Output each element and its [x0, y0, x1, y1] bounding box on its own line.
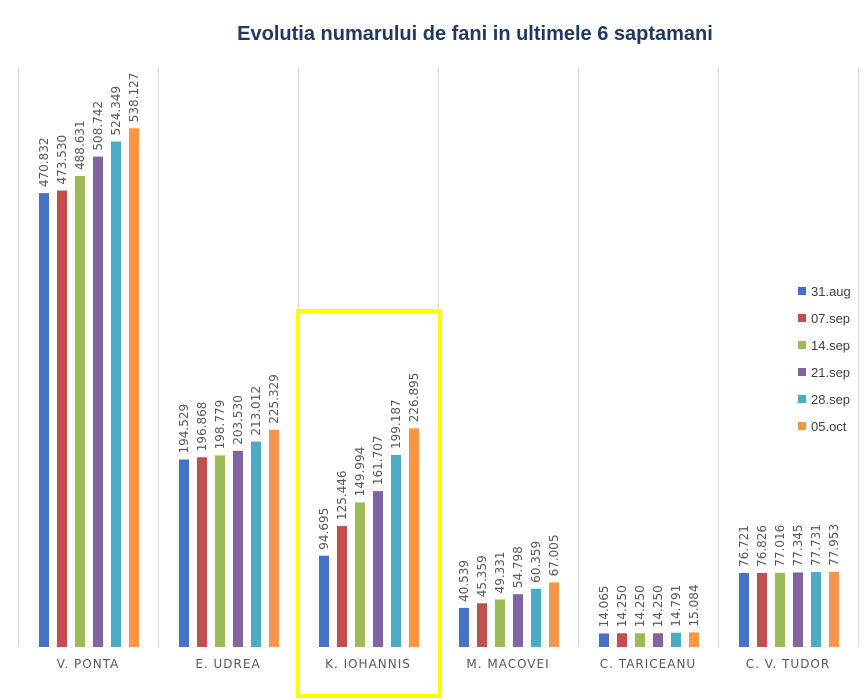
value-label-v-ponta-05-oct: 538.127 — [127, 73, 141, 123]
bar-e-udrea-21-sep — [233, 450, 243, 647]
bar-c-tariceanu-21-sep — [653, 633, 663, 647]
bar-c-v-tudor-28-sep — [811, 572, 821, 647]
value-label-c-tariceanu-05-oct: 15.084 — [687, 584, 701, 626]
bar-c-v-tudor-14-sep — [775, 572, 785, 647]
bar-e-udrea-31-aug — [179, 459, 189, 647]
value-label-c-v-tudor-07-sep: 76.826 — [755, 525, 769, 567]
bar-e-udrea-05-oct — [269, 429, 279, 647]
value-label-c-tariceanu-28-sep: 14.791 — [669, 585, 683, 627]
value-label-e-udrea-07-sep: 196.868 — [195, 402, 209, 452]
bar-k-iohannis-14-sep — [355, 502, 365, 647]
value-label-c-tariceanu-07-sep: 14.250 — [615, 585, 629, 627]
bar-m-macovei-05-oct — [549, 582, 559, 647]
bar-v-ponta-05-oct — [129, 128, 139, 647]
legend-swatch-07-sep — [798, 314, 806, 322]
legend: 31.aug 07.sep 14.sep 21.sep 28.sep 05.oct — [798, 284, 851, 434]
legend-swatch-14-sep — [798, 341, 806, 349]
bar-v-ponta-21-sep — [93, 156, 103, 648]
bar-m-macovei-28-sep — [531, 588, 541, 647]
highlight-layer — [296, 309, 442, 698]
legend-swatch-05-oct — [798, 422, 806, 430]
value-label-m-macovei-05-oct: 67.005 — [547, 534, 561, 576]
value-label-c-v-tudor-31-aug: 76.721 — [737, 525, 751, 567]
chart-title: Evolutia numarului de fani in ultimele 6… — [237, 23, 713, 45]
bar-k-iohannis-31-aug — [319, 555, 329, 647]
category-label-k-iohannis: K. IOHANNIS — [325, 657, 411, 671]
value-label-e-udrea-14-sep: 198.779 — [213, 400, 227, 450]
legend-swatch-31-aug — [798, 287, 806, 295]
value-label-v-ponta-31-aug: 470.832 — [37, 137, 51, 187]
bar-m-macovei-14-sep — [495, 599, 505, 647]
value-label-c-tariceanu-31-aug: 14.065 — [597, 585, 611, 627]
value-label-v-ponta-21-sep: 508.742 — [91, 101, 105, 151]
value-label-v-ponta-28-sep: 524.349 — [109, 86, 123, 136]
bars-layer — [39, 128, 839, 648]
value-label-k-iohannis-07-sep: 125.446 — [335, 470, 349, 520]
category-label-c-v-tudor: C. V. TUDOR — [746, 657, 830, 671]
bar-k-iohannis-28-sep — [391, 454, 401, 647]
bar-k-iohannis-07-sep — [337, 526, 347, 647]
value-label-k-iohannis-31-aug: 94.695 — [317, 508, 331, 550]
category-axis: V. PONTA E. UDREA K. IOHANNIS M. MACOVEI C. … — [57, 657, 830, 671]
bar-e-udrea-28-sep — [251, 441, 261, 647]
bar-c-tariceanu-31-aug — [599, 633, 609, 647]
bar-v-ponta-14-sep — [75, 175, 85, 647]
value-label-c-v-tudor-14-sep: 77.016 — [773, 525, 787, 567]
value-label-c-v-tudor-28-sep: 77.731 — [809, 524, 823, 566]
category-label-m-macovei: M. MACOVEI — [466, 657, 549, 671]
bar-c-v-tudor-05-oct — [829, 571, 839, 647]
value-label-m-macovei-14-sep: 49.331 — [493, 551, 507, 593]
legend-swatch-21-sep — [798, 368, 806, 376]
bar-c-tariceanu-14-sep — [635, 633, 645, 647]
legend-label-28-sep: 28.sep — [811, 392, 850, 407]
legend-label-31-aug: 31.aug — [811, 284, 851, 299]
bar-c-v-tudor-07-sep — [757, 572, 767, 647]
bar-c-tariceanu-28-sep — [671, 632, 681, 647]
category-label-v-ponta: V. PONTA — [57, 657, 120, 671]
value-label-k-iohannis-14-sep: 149.994 — [353, 447, 367, 497]
bar-c-v-tudor-31-aug — [739, 573, 749, 647]
bar-e-udrea-14-sep — [215, 455, 225, 647]
bar-k-iohannis-21-sep — [373, 491, 383, 647]
legend-swatch-28-sep — [798, 395, 806, 403]
value-label-k-iohannis-21-sep: 161.707 — [371, 435, 385, 485]
value-labels-layer: 470.832 473.530 488.631 508.742 524.349 538.1… — [37, 73, 841, 628]
bar-v-ponta-28-sep — [111, 141, 121, 647]
bar-v-ponta-07-sep — [57, 190, 67, 647]
legend-label-14-sep: 14.sep — [811, 338, 850, 353]
legend-label-05-oct: 05.oct — [811, 419, 847, 434]
value-label-e-udrea-28-sep: 213.012 — [249, 386, 263, 436]
value-label-c-v-tudor-05-oct: 77.953 — [827, 524, 841, 566]
category-label-c-tariceanu: C. TARICEANU — [600, 657, 696, 671]
bar-v-ponta-31-aug — [39, 193, 49, 647]
value-label-k-iohannis-28-sep: 199.187 — [389, 399, 403, 449]
value-label-v-ponta-07-sep: 473.530 — [55, 135, 69, 185]
legend-label-07-sep: 07.sep — [811, 311, 850, 326]
legend-label-21-sep: 21.sep — [811, 365, 850, 380]
value-label-k-iohannis-05-oct: 226.895 — [407, 373, 421, 423]
value-label-m-macovei-21-sep: 54.798 — [511, 546, 525, 588]
highlight-box-k-iohannis — [296, 309, 442, 698]
value-label-m-macovei-28-sep: 60.359 — [529, 541, 543, 583]
value-label-e-udrea-21-sep: 203.530 — [231, 395, 245, 445]
bar-m-macovei-21-sep — [513, 594, 523, 647]
value-label-e-udrea-05-oct: 225.329 — [267, 374, 281, 424]
value-label-c-tariceanu-14-sep: 14.250 — [633, 585, 647, 627]
category-label-e-udrea: E. UDREA — [195, 657, 260, 671]
value-label-m-macovei-07-sep: 45.359 — [475, 555, 489, 597]
value-label-c-v-tudor-21-sep: 77.345 — [791, 524, 805, 566]
value-label-v-ponta-14-sep: 488.631 — [73, 120, 87, 170]
bar-k-iohannis-05-oct — [409, 428, 419, 647]
value-label-c-tariceanu-21-sep: 14.250 — [651, 585, 665, 627]
value-label-e-udrea-31-aug: 194.529 — [177, 404, 191, 454]
bar-m-macovei-31-aug — [459, 607, 469, 647]
bar-c-tariceanu-05-oct — [689, 632, 699, 647]
bar-c-v-tudor-21-sep — [793, 572, 803, 647]
bar-m-macovei-07-sep — [477, 603, 487, 647]
bar-c-tariceanu-07-sep — [617, 633, 627, 647]
bar-e-udrea-07-sep — [197, 457, 207, 647]
value-label-m-macovei-31-aug: 40.539 — [457, 560, 471, 602]
